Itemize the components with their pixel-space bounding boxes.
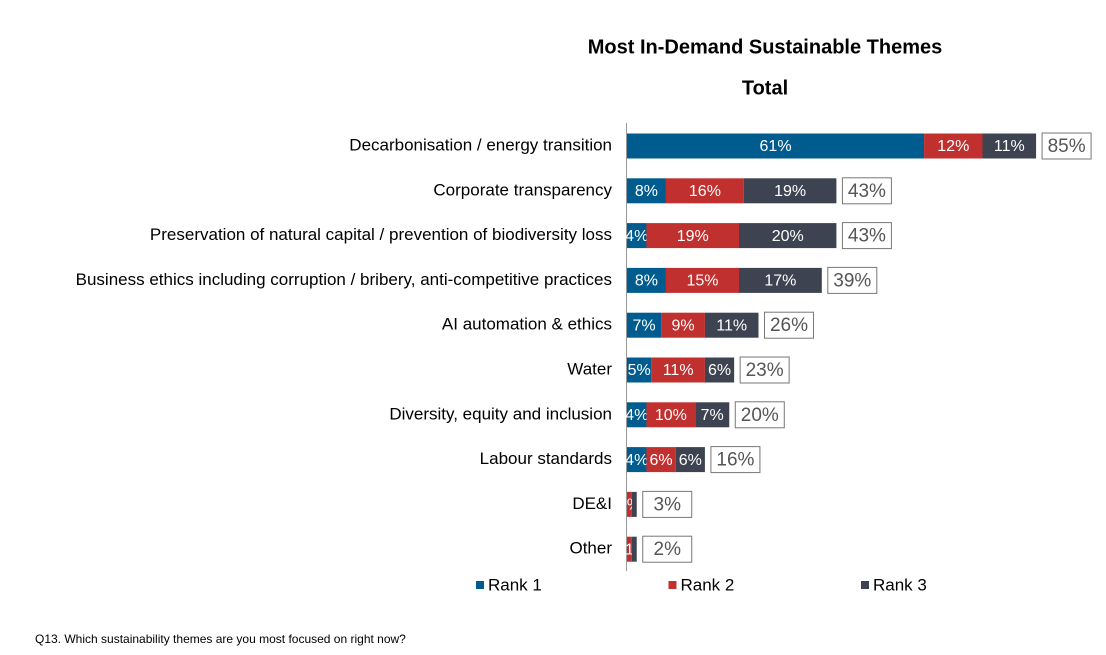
value-label: 7% [701,407,724,424]
bar-segment [646,223,740,249]
value-label: 19% [774,183,806,200]
total-label: 26% [770,315,808,336]
total-box [739,356,790,384]
legend-marker [668,581,677,589]
category-label: Diversity, equity and inclusion [389,404,612,423]
bar-segment [627,133,925,159]
value-label: 4% [625,452,648,469]
value-label: 15% [686,273,718,290]
bar-segment [695,402,730,428]
value-label: 4% [625,407,648,424]
value-label: 12% [937,138,969,155]
value-label: 16% [689,183,721,200]
category-label: Decarbonisation / energy transition [349,135,612,154]
total-box [763,311,814,339]
value-label: 11% [994,138,1025,155]
total-box [710,446,761,474]
total-label: 43% [848,181,886,202]
bar-segment [675,447,705,473]
value-label: 7% [632,317,655,334]
value-label: 8% [635,183,658,200]
bar-segment [743,178,837,204]
value-label: 11% [663,362,694,379]
value-label: 5% [628,362,651,379]
total-label: 43% [848,226,886,247]
total-label: 2% [654,539,682,560]
total-label: 23% [746,360,784,381]
value-label: 4% [625,228,648,245]
bar-segment [646,402,696,428]
bar-segment [627,178,666,204]
value-label: 1% [618,497,641,514]
bar-segment [661,312,705,338]
bar-segment [982,133,1037,159]
value-label: 6% [650,452,673,469]
category-label: Labour standards [480,449,612,468]
legend-label: Rank 1 [488,575,542,594]
bar-segment [627,223,647,249]
value-label: 11% [716,317,747,334]
legend-marker [861,581,869,589]
value-label: 61% [760,138,792,155]
category-label: Water [567,359,612,378]
bar-segment [665,178,744,204]
category-label: Preservation of natural capital / preven… [150,225,612,244]
legend-marker [476,581,484,589]
category-label: Other [569,539,612,558]
bar-segment [627,491,632,517]
value-label: 6% [679,452,702,469]
value-label: 9% [671,317,694,334]
chart-title: Most In-Demand Sustainable Themes [588,36,943,58]
bar-segment [651,357,705,383]
total-box [734,401,785,429]
bar-segment [704,312,759,338]
value-label: 20% [772,228,804,245]
bar-segment [627,357,652,383]
bar-segment [739,267,822,293]
value-label: 10% [655,407,687,424]
chart-subtitle: Total [742,77,788,99]
total-box [642,490,693,518]
total-label: 3% [654,494,682,515]
value-label: 6% [708,362,731,379]
bar-segment [627,536,632,562]
bar-segment [627,447,647,473]
category-label: Corporate transparency [433,180,612,199]
bar-segment [631,536,637,562]
total-box [1041,132,1092,160]
total-box [841,222,892,250]
total-box [827,266,878,294]
footnote: Q13. Which sustainability themes are you… [35,632,406,646]
total-box [841,177,892,205]
category-label: AI automation & ethics [442,315,612,334]
value-label: 8% [635,273,658,290]
bar-segment [665,267,740,293]
bar-segment [924,133,983,159]
bar-segment [627,312,662,338]
value-label: 19% [677,228,709,245]
category-label: Business ethics including corruption / b… [76,270,612,289]
bar-segment [627,402,647,428]
category-label: DE&I [572,494,612,513]
legend-label: Rank 2 [681,575,735,594]
total-label: 39% [833,270,871,291]
total-box [642,535,693,563]
bar-segment [739,223,837,249]
value-label: 1 [625,541,634,558]
total-label: 20% [741,405,779,426]
total-label: 85% [1048,136,1086,157]
total-label: 16% [716,450,754,471]
bar-segment [627,267,666,293]
bar-segment [646,447,676,473]
legend-label: Rank 3 [873,575,927,594]
bar-segment [631,491,637,517]
bar-segment [704,357,735,383]
value-label: 17% [764,273,796,290]
